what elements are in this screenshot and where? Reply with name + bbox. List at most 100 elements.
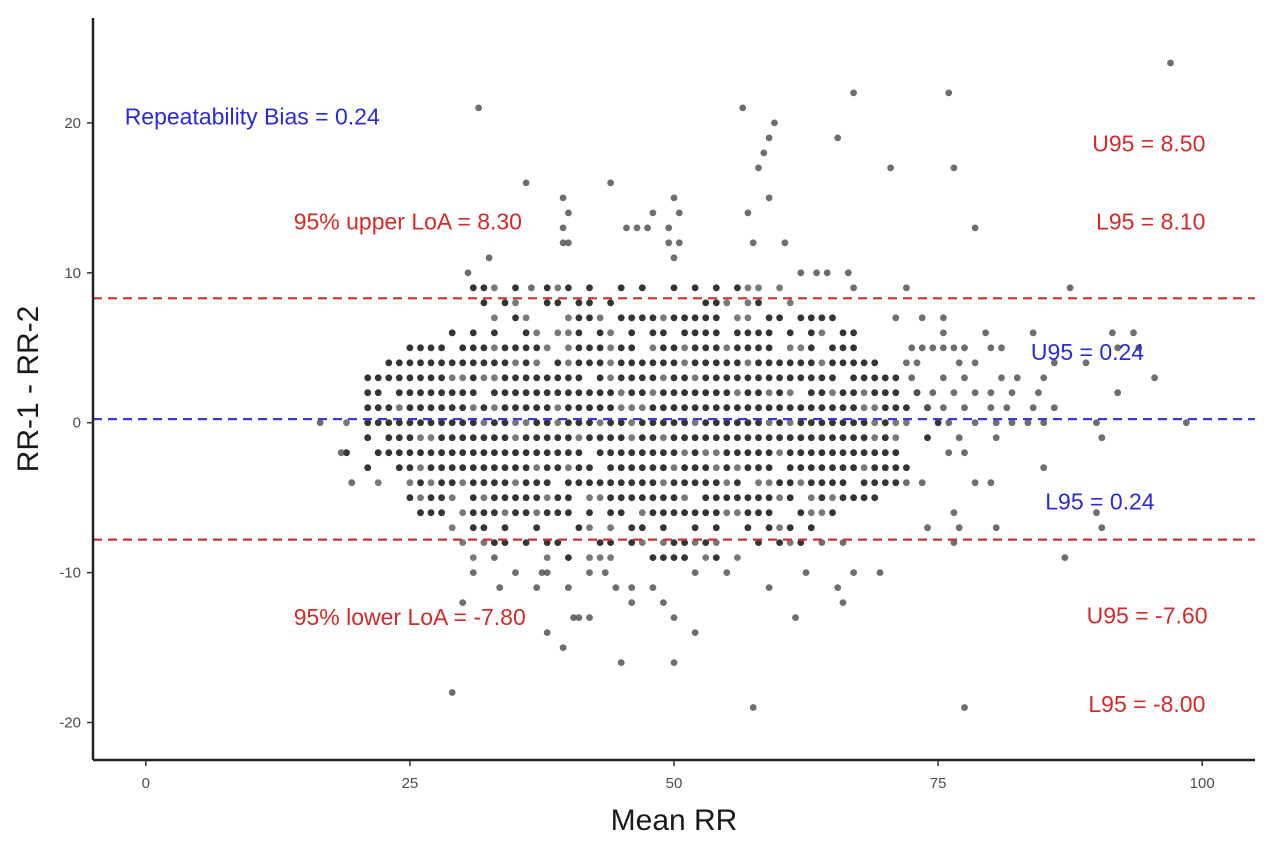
data-point-28 [744, 299, 752, 307]
data-point-399 [670, 434, 678, 442]
data-point-47 [712, 314, 720, 322]
data-point-751 [961, 344, 968, 352]
data-point-529 [491, 479, 498, 487]
data-point-605 [871, 494, 879, 502]
data-point-545 [670, 479, 678, 487]
data-point-319 [374, 419, 382, 427]
data-point-48 [734, 314, 741, 322]
data-point-763 [998, 374, 1005, 382]
data-point-559 [829, 479, 836, 487]
data-point-835 [839, 599, 847, 606]
data-point-609 [459, 509, 467, 517]
data-point-498 [670, 464, 678, 472]
data-point-664 [554, 539, 562, 546]
data-point-683 [596, 554, 604, 561]
data-point-149 [702, 359, 710, 367]
data-point-502 [712, 464, 720, 472]
data-point-495 [638, 464, 646, 472]
data-point-105 [681, 344, 688, 352]
data-point-410 [786, 434, 794, 442]
data-point-499 [681, 464, 688, 472]
data-point-458 [755, 449, 762, 457]
data-point-416 [850, 434, 857, 442]
data-point-826 [850, 569, 857, 576]
data-point-388 [554, 434, 562, 442]
data-point-360 [807, 419, 815, 427]
data-point-194 [670, 374, 678, 382]
data-point-78 [807, 329, 815, 337]
data-point-154 [755, 359, 762, 367]
data-point-593 [734, 494, 741, 502]
data-point-681 [565, 554, 572, 561]
data-point-754 [903, 359, 910, 367]
bias-annotation: Repeatability Bias = 0.24 [125, 103, 380, 129]
data-point-641 [469, 524, 477, 532]
data-point-709 [670, 254, 678, 262]
data-point-298 [723, 404, 731, 412]
data-point-73 [734, 329, 741, 337]
data-point-205 [786, 374, 794, 382]
data-point-374 [406, 434, 414, 442]
data-point-731 [823, 269, 831, 277]
data-point-321 [395, 419, 403, 427]
data-point-37 [596, 314, 604, 322]
data-point-372 [385, 434, 393, 442]
data-point-274 [469, 404, 477, 412]
data-point-212 [871, 374, 879, 382]
data-point-647 [607, 524, 614, 532]
data-point-130 [491, 359, 498, 367]
data-point-3 [512, 284, 519, 292]
data-point-192 [649, 374, 657, 382]
data-point-202 [755, 374, 762, 382]
data-point-188 [607, 374, 614, 382]
data-point-343 [628, 419, 636, 427]
data-point-204 [776, 374, 783, 382]
upper-l95-annotation: L95 = 8.10 [1096, 208, 1205, 234]
data-point-85 [438, 344, 445, 352]
data-point-14 [744, 284, 752, 292]
data-point-494 [628, 464, 636, 472]
data-point-334 [533, 419, 541, 427]
data-point-24 [607, 299, 614, 307]
data-point-436 [512, 449, 519, 457]
data-point-505 [744, 464, 752, 472]
upper-loa-annotation: 95% upper LoA = 8.30 [294, 208, 522, 234]
data-point-279 [522, 404, 530, 412]
data-point-94 [543, 344, 551, 352]
data-point-503 [723, 464, 731, 472]
data-point-500 [691, 464, 699, 472]
data-point-387 [543, 434, 551, 442]
data-point-226 [501, 389, 509, 397]
data-point-238 [628, 389, 636, 397]
data-point-155 [765, 359, 773, 367]
data-point-457 [744, 449, 752, 457]
data-point-40 [638, 314, 646, 322]
data-point-468 [860, 449, 868, 457]
data-point-679 [469, 554, 477, 561]
data-point-785 [1008, 419, 1016, 427]
data-point-617 [543, 509, 551, 517]
data-point-157 [786, 359, 794, 367]
data-point-480 [469, 464, 477, 472]
data-point-459 [765, 449, 773, 457]
data-point-58 [491, 329, 498, 337]
data-point-195 [681, 374, 688, 382]
data-point-412 [807, 434, 815, 442]
data-point-113 [765, 344, 773, 352]
data-point-136 [565, 359, 572, 367]
data-point-806 [992, 524, 1000, 532]
data-point-210 [850, 374, 857, 382]
data-point-516 [871, 464, 879, 472]
data-point-220 [427, 389, 435, 397]
data-point-612 [491, 509, 498, 517]
data-point-369 [903, 419, 910, 427]
data-point-393 [607, 434, 614, 442]
data-point-714 [760, 149, 768, 157]
data-point-77 [786, 329, 794, 337]
data-point-189 [617, 374, 625, 382]
x-tick-label: 50 [666, 775, 683, 792]
data-point-577 [543, 494, 551, 502]
data-point-51 [776, 314, 783, 322]
data-point-259 [860, 389, 868, 397]
data-point-832 [660, 599, 667, 606]
